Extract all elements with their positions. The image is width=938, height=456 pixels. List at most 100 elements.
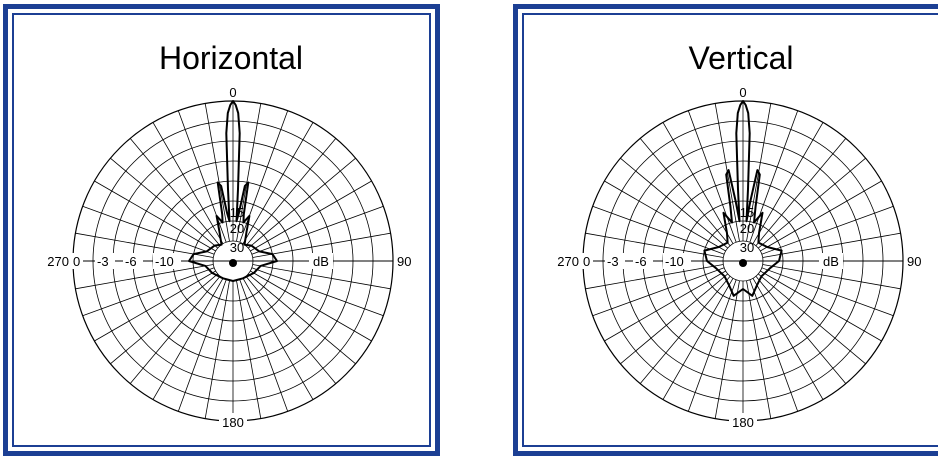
grid-spoke <box>204 103 230 242</box>
grid-spoke <box>239 110 289 243</box>
grid-spoke <box>204 280 230 419</box>
db-scale-label: -10 <box>665 254 684 269</box>
grid-spoke <box>752 278 824 400</box>
grid-spoke <box>761 205 894 255</box>
grid-spoke <box>94 270 216 342</box>
grid-spoke <box>762 264 901 290</box>
grid-spoke <box>248 273 356 365</box>
grid-spoke <box>760 270 882 342</box>
db-unit-label: dB <box>823 254 839 269</box>
db-scale-label-inner: 20 <box>230 221 244 236</box>
panel-inner-border <box>12 13 431 447</box>
db-scale-label: -10 <box>155 254 174 269</box>
grid-spoke <box>152 278 224 400</box>
label-background <box>225 84 241 100</box>
grid-spoke <box>251 267 384 317</box>
grid-spoke <box>758 273 866 365</box>
grid-spoke <box>152 122 224 244</box>
radiation-pattern-trace <box>188 100 278 282</box>
label-background <box>663 253 691 269</box>
angle-label-bottom: 180 <box>732 415 754 430</box>
db-scale-label: -6 <box>635 254 647 269</box>
grid-spoke <box>236 280 262 419</box>
grid-spoke <box>604 270 726 342</box>
grid-spoke <box>687 110 737 243</box>
grid-spoke <box>245 138 337 246</box>
grid-spoke <box>82 205 215 255</box>
grid-spoke <box>762 232 901 258</box>
grid-spoke <box>177 110 227 243</box>
label-background <box>219 413 247 429</box>
grid-spoke <box>239 279 289 412</box>
label-background <box>36 252 70 270</box>
db-scale-label: 0 <box>583 254 590 269</box>
grid-spoke <box>248 157 356 249</box>
grid-spoke <box>760 180 882 252</box>
grid-spoke <box>585 264 724 290</box>
grid-spoke <box>749 110 799 243</box>
grid-spoke <box>755 276 847 384</box>
grid-spoke <box>251 205 384 255</box>
db-scale-label: -6 <box>125 254 137 269</box>
label-background <box>396 252 420 270</box>
grid-spoke <box>746 280 772 419</box>
label-background <box>735 84 751 100</box>
db-unit-label: dB <box>313 254 329 269</box>
label-background <box>153 253 181 269</box>
angle-label-right: 90 <box>397 254 411 269</box>
grid-spoke <box>620 157 728 249</box>
label-background <box>95 253 115 269</box>
grid-spoke <box>242 122 314 244</box>
grid-spoke <box>252 264 391 290</box>
angle-label-bottom: 180 <box>222 415 244 430</box>
db-scale-label-inner: 30 <box>740 240 754 255</box>
grid-spoke <box>687 279 737 412</box>
chart-title: Horizontal <box>159 40 303 76</box>
angle-label-top: 0 <box>739 85 746 100</box>
grid-spoke <box>75 264 214 290</box>
grid-spoke <box>639 138 731 246</box>
label-background <box>819 253 843 269</box>
pattern-origin-hub <box>229 259 237 267</box>
angle-label-left: 270 <box>47 254 69 269</box>
vertical-pattern-panel: Vertical 0 180 270 90 0 -3 -6 -10 dB 15 20 30 <box>513 4 938 456</box>
grid-spoke <box>604 180 726 252</box>
db-scale-label: 0 <box>73 254 80 269</box>
grid-spoke <box>250 180 372 252</box>
grid-spoke <box>129 138 221 246</box>
grid-spoke <box>236 103 262 242</box>
label-background <box>123 253 143 269</box>
db-scale-label: -3 <box>97 254 109 269</box>
grid-spoke <box>177 279 227 412</box>
grid-spoke <box>592 205 725 255</box>
grid-spoke <box>592 267 725 317</box>
grid-spoke <box>129 276 221 384</box>
grid-spoke <box>620 273 728 365</box>
grid-spoke <box>245 276 337 384</box>
grid-spoke <box>585 232 724 258</box>
label-background <box>729 413 757 429</box>
grid-spoke <box>761 267 894 317</box>
grid-spoke <box>110 157 218 249</box>
grid-spoke <box>662 122 734 244</box>
panel-inner-border <box>522 13 938 447</box>
db-scale-label: -3 <box>607 254 619 269</box>
grid-spoke <box>250 270 372 342</box>
pattern-origin-hub <box>739 259 747 267</box>
chart-title: Vertical <box>689 40 794 76</box>
grid-spoke <box>758 157 866 249</box>
angle-label-left: 270 <box>557 254 579 269</box>
grid-spoke <box>714 280 740 419</box>
grid-spoke <box>752 122 824 244</box>
label-background <box>581 253 593 269</box>
grid-spoke <box>242 278 314 400</box>
radiation-pattern-trace <box>703 100 783 297</box>
grid-spoke <box>662 278 734 400</box>
label-background <box>633 253 653 269</box>
label-background <box>71 253 83 269</box>
angle-label-right: 90 <box>907 254 921 269</box>
grid-spoke <box>252 232 391 258</box>
grid-spoke <box>94 180 216 252</box>
